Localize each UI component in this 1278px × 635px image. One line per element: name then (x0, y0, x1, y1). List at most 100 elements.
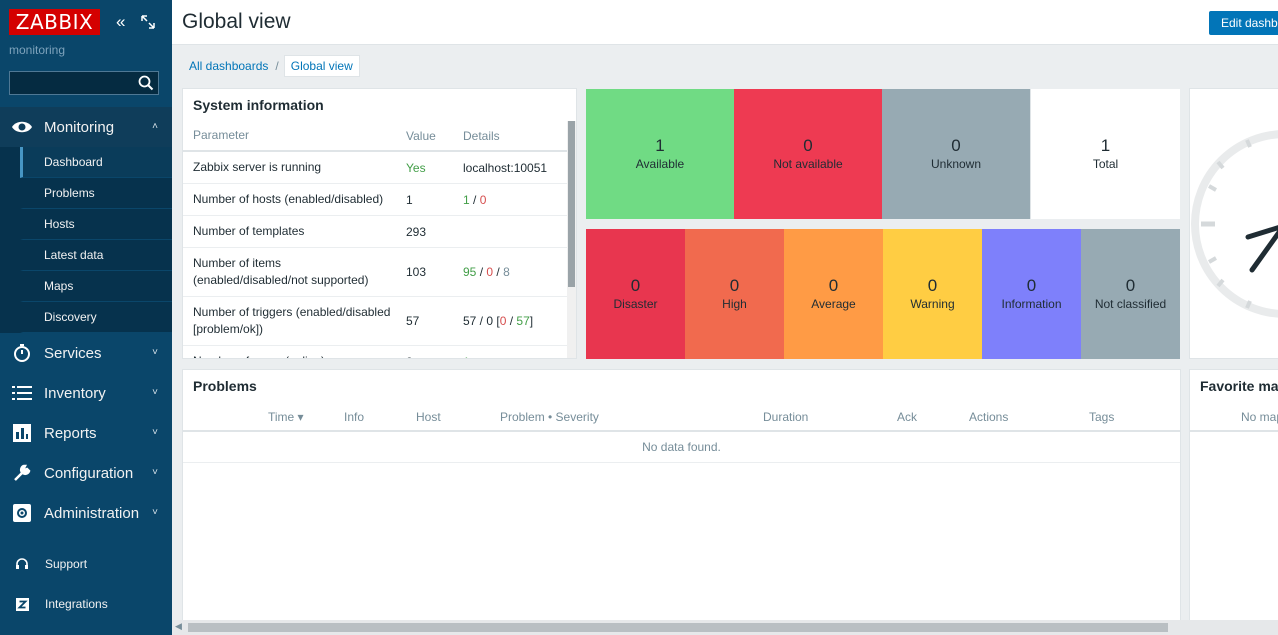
menu-label: Configuration (44, 464, 134, 482)
details-cell: 1 / 0 (463, 186, 567, 214)
problem-count: 0 (499, 314, 507, 328)
separator: / (479, 265, 484, 279)
trigger-counts: 57 / 0 [ (463, 314, 500, 328)
page-title: Global view (182, 10, 291, 33)
severity-tile-high[interactable]: 0 High (685, 229, 784, 359)
table-header: Parameter Value Details (183, 121, 567, 152)
scrollbar-thumb[interactable] (568, 121, 575, 287)
value-cell: Yes (406, 160, 426, 175)
severity-tile-information[interactable]: 0 Information (982, 229, 1081, 359)
wrench-icon (10, 463, 34, 483)
menu-monitoring[interactable]: Monitoring ˄ (0, 107, 172, 147)
widget-scrollbar[interactable] (567, 121, 576, 358)
severity-tile-disaster[interactable]: 0 Disaster (586, 229, 685, 359)
problems-widget: Problems Time ▾ Info Host Problem • Seve… (182, 369, 1181, 621)
disabled-count: 0 (486, 265, 494, 279)
column-problem-severity: Problem • Severity (500, 410, 599, 424)
column-time[interactable]: Time ▾ (268, 410, 304, 424)
tile-count: 1 (655, 136, 665, 155)
widget-title: Favorite ma (1200, 378, 1278, 394)
list-icon (10, 383, 34, 403)
bracket: ] (529, 314, 534, 328)
scrollbar-thumb[interactable] (188, 623, 1168, 632)
tile-count: 0 (1026, 276, 1037, 295)
tile-label: Average (811, 297, 856, 311)
table-row: Number of items (enabled/disabled/not su… (183, 248, 567, 297)
zabbix-logo[interactable]: ZABBIX (9, 9, 100, 35)
horizontal-scrollbar[interactable]: ◀ (172, 620, 1278, 635)
chevron-down-icon: ˅ (152, 427, 158, 438)
scroll-left-icon[interactable]: ◀ (175, 621, 182, 631)
tile-label: Available (635, 157, 685, 171)
separator: / (506, 314, 517, 328)
menu-label: Monitoring (44, 118, 115, 136)
param-cell: Zabbix server is running (193, 160, 322, 174)
tile-count: 0 (630, 276, 641, 295)
tile-label: High (722, 297, 747, 311)
tile-count: 0 (828, 276, 839, 295)
submenu-latest-data[interactable]: Latest data (20, 240, 172, 271)
param-cell: Number of templates (193, 224, 305, 238)
tile-count: 0 (951, 136, 961, 155)
menu-label: Reports (44, 424, 97, 442)
problems-by-severity-widget: 0 Disaster 0 High 0 Average 0 Warning 0 Informati… (585, 228, 1181, 359)
tile-label: Not available (773, 157, 843, 171)
table-row: Zabbix server is running Yes localhost:1… (183, 152, 567, 184)
column-duration: Duration (763, 410, 809, 424)
value-cell: 1 (406, 192, 413, 207)
clock-widget (1189, 88, 1278, 359)
tile-label: Information (1001, 297, 1062, 311)
kiosk-mode-icon[interactable] (141, 14, 155, 34)
z-icon (13, 597, 31, 611)
menu-configuration[interactable]: Configuration ˅ (0, 453, 172, 493)
severity-tile-not-classified[interactable]: 0 Not classified (1081, 229, 1180, 359)
details-cell (463, 225, 567, 239)
search-icon[interactable] (138, 75, 154, 94)
menu-reports[interactable]: Reports ˅ (0, 413, 172, 453)
param-cell: Number of users (online) (183, 346, 406, 358)
param-cell: Number of triggers (enabled/disabled [pr… (193, 305, 391, 336)
breadcrumb-current[interactable]: Global view (283, 55, 360, 77)
details-cell: 95 / 0 / 8 (463, 258, 567, 286)
sidebar: ZABBIX « monitoring Monitoring ˄ Dashboa… (0, 0, 172, 635)
breadcrumb-all-dashboards[interactable]: All dashboards (189, 59, 269, 73)
severity-tile-warning[interactable]: 0 Warning (883, 229, 982, 359)
availability-tile-unknown[interactable]: 0 Unknown (882, 89, 1030, 219)
availability-tile-available[interactable]: 1 Available (586, 89, 734, 219)
system-info-table: Parameter Value Details Zabbix server is… (183, 121, 567, 358)
chevron-down-icon: ˅ (152, 507, 158, 518)
submenu-problems[interactable]: Problems (20, 178, 172, 209)
menu-services[interactable]: Services ˅ (0, 333, 172, 373)
submenu-discovery[interactable]: Discovery (20, 302, 172, 333)
monitoring-submenu: Dashboard Problems Hosts Latest data Map… (0, 147, 172, 333)
submenu-maps[interactable]: Maps (20, 271, 172, 302)
collapse-sidebar-icon[interactable]: « (116, 12, 126, 31)
ok-count: 57 (516, 314, 530, 328)
headset-icon (13, 558, 31, 570)
problems-table-header: Time ▾ Info Host Problem • Severity Dura… (183, 402, 1180, 432)
tile-label: Disaster (613, 297, 658, 311)
column-header: Parameter (193, 128, 250, 142)
no-data-message: No data found. (183, 432, 1180, 463)
menu-administration[interactable]: Administration ˅ (0, 493, 172, 533)
menu-inventory[interactable]: Inventory ˅ (0, 373, 172, 413)
menu-label: Support (45, 557, 88, 571)
separator: / (496, 265, 500, 279)
search-input[interactable] (9, 71, 159, 95)
tile-label: Warning (910, 297, 955, 311)
edit-dashboard-button[interactable]: Edit dashboard (1209, 11, 1278, 35)
availability-tile-total[interactable]: 1 Total (1030, 89, 1180, 219)
submenu-hosts[interactable]: Hosts (20, 209, 172, 240)
param-cell: Number of items (enabled/disabled/not su… (193, 256, 369, 287)
disabled-count: 0 (479, 192, 487, 207)
severity-tile-average[interactable]: 0 Average (784, 229, 883, 359)
menu-label: Integrations (45, 597, 108, 611)
menu-integrations[interactable]: Integrations (0, 589, 172, 619)
details-cell: localhost:10051 (463, 160, 548, 175)
submenu-dashboard[interactable]: Dashboard (20, 147, 172, 178)
column-tags: Tags (1089, 410, 1115, 424)
availability-tile-not-available[interactable]: 0 Not available (734, 89, 882, 219)
page-header: Global view Edit dashboard (172, 0, 1278, 45)
menu-support[interactable]: Support (0, 549, 172, 579)
tile-label: Not classified (1094, 297, 1167, 311)
